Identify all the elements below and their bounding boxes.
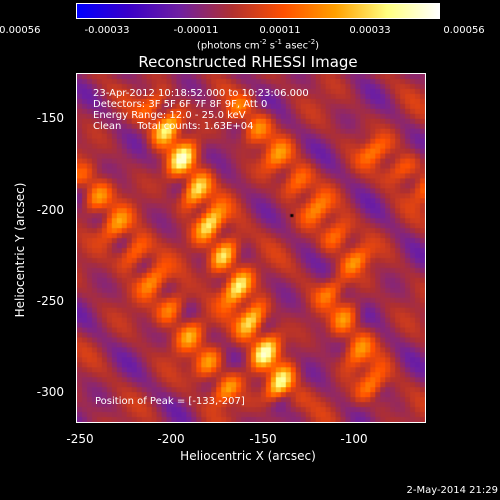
heatmap-image: [77, 74, 425, 422]
colorbar-tick: -0.00056: [0, 25, 41, 36]
y-tick-label: -250: [36, 294, 64, 308]
energy-range-label: Energy Range: 12.0 - 25.0 keV: [93, 110, 246, 121]
x-tick-label: -200: [157, 432, 185, 446]
colorbar: [76, 3, 440, 19]
peak-position-label: Position of Peak = [-133,-207]: [95, 396, 245, 407]
x-tick-label: -150: [249, 432, 277, 446]
footer-date: 2-May-2014 21:29: [406, 485, 498, 496]
plot-area: 23-Apr-2012 10:18:52.000 to 10:23:06.000…: [76, 73, 426, 423]
colorbar-tick: -0.00033: [84, 25, 130, 36]
clean-counts-label: Clean Total counts: 1.63E+04: [93, 121, 254, 132]
x-axis-label: Heliocentric X (arcsec): [180, 449, 316, 463]
colorbar-tick: -0.00011: [173, 25, 219, 36]
detectors-label: Detectors: 3F 5F 6F 7F 8F 9F, Att 0: [93, 99, 268, 110]
y-tick-label: -200: [36, 203, 64, 217]
time-range-label: 23-Apr-2012 10:18:52.000 to 10:23:06.000: [93, 88, 309, 99]
y-axis-label: Heliocentric Y (arcsec): [13, 182, 27, 318]
y-tick-label: -300: [36, 385, 64, 399]
y-tick-label: -150: [36, 111, 64, 125]
colorbar-ticks: -0.00056 -0.00033 -0.00011 0.00011 0.000…: [0, 0, 500, 40]
x-tick-label: -100: [340, 432, 368, 446]
colorbar-units: (photons cm-2 s-1 asec-2): [196, 38, 320, 52]
colorbar-tick: 0.00033: [349, 25, 391, 36]
colorbar-tick: 0.00056: [443, 25, 485, 36]
x-tick-label: -250: [66, 432, 94, 446]
colorbar-tick: 0.00011: [259, 25, 301, 36]
chart-title: Reconstructed RHESSI Image: [138, 53, 358, 71]
